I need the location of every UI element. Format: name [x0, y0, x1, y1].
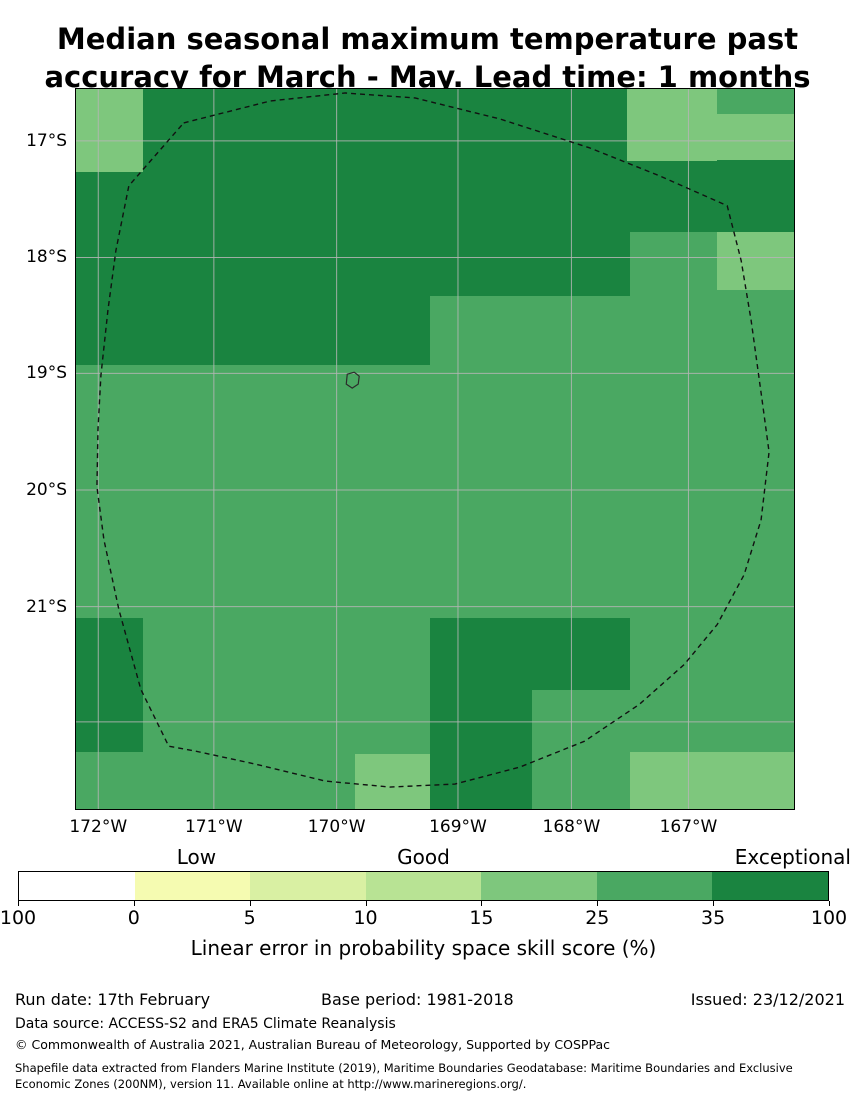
map-area: 17°S 18°S 19°S 20°S 21°S 172°W 171°W 170°W 169°… — [26, 88, 795, 837]
lon-tick-label: 170°W — [307, 817, 366, 837]
legend-qualitative-labels: Low Good Exceptional — [18, 841, 851, 871]
map-cell — [629, 752, 794, 809]
map-cell — [717, 89, 794, 115]
colorbar-tickmark — [249, 901, 251, 906]
colorbar-tickmark — [365, 901, 367, 906]
page-title: Median seasonal maximum temperature past… — [0, 21, 855, 96]
map-cell — [429, 89, 630, 297]
colorbar-tickmark — [481, 901, 483, 906]
colorbar — [18, 871, 829, 901]
lat-tick-label: 20°S — [26, 480, 67, 501]
map-cell — [717, 232, 794, 290]
data-source-note: Data source: ACCESS-S2 and ERA5 Climate … — [15, 1016, 396, 1032]
map-overlay — [76, 89, 794, 809]
lat-tick-label: 21°S — [26, 596, 67, 617]
map-cell — [76, 618, 143, 753]
niue-island-outline — [345, 371, 360, 389]
colorbar-ticks: 100 0 5 10 15 25 35 100 — [0, 901, 847, 933]
colorbar-tickmark — [713, 901, 715, 906]
colorbar-tick-label: 100 — [0, 907, 37, 929]
eez-boundary — [96, 92, 770, 788]
lat-tick-label: 17°S — [26, 130, 67, 151]
colorbar-tick-label: 0 — [127, 907, 140, 929]
map-cell — [76, 89, 143, 172]
legend-label-good: Good — [397, 845, 450, 869]
colorbar-tick-label: 100 — [810, 907, 848, 929]
colorbar-caption: Linear error in probability space skill … — [190, 936, 657, 960]
map-cell — [531, 618, 630, 691]
legend-label-exceptional: Exceptional — [734, 845, 851, 869]
colorbar-tick-label: 15 — [469, 907, 494, 929]
colorbar-segment — [250, 872, 366, 900]
colorbar-tickmark — [829, 901, 830, 906]
title-line-1: Median seasonal maximum temperature past — [56, 22, 799, 57]
grid-layer — [76, 89, 794, 809]
issued-date: Issued: 23/12/2021 — [690, 990, 845, 1009]
lon-tick-label: 168°W — [542, 817, 601, 837]
lon-tick-label: 167°W — [659, 817, 718, 837]
map-cell — [355, 754, 430, 809]
footer: Run date: 17th February Base period: 198… — [15, 990, 845, 1092]
lon-tick-label: 169°W — [429, 817, 487, 837]
cell-layer — [76, 89, 794, 809]
colorbar-segment — [596, 872, 713, 900]
lon-tick-label: 171°W — [184, 817, 243, 837]
footer-row-dates: Run date: 17th February Base period: 198… — [15, 990, 845, 1014]
map-cell — [627, 89, 718, 161]
legend-label-low: Low — [176, 845, 217, 869]
colorbar-tick-label: 5 — [243, 907, 256, 929]
colorbar-segment — [365, 872, 482, 900]
colorbar-tick-label: 35 — [701, 907, 726, 929]
colorbar-segment — [712, 872, 829, 900]
colorbar-segment — [134, 872, 251, 900]
base-period: Base period: 1981-2018 — [321, 990, 514, 1009]
colorbar-legend: Low Good Exceptional 100 0 5 10 15 25 35 100 Li… — [0, 841, 851, 960]
colorbar-tickmark — [597, 901, 599, 906]
colorbar-segment — [481, 872, 597, 900]
lat-tick-label: 18°S — [26, 247, 67, 268]
colorbar-tickmark — [133, 901, 135, 906]
colorbar-segment — [19, 872, 135, 900]
colorbar-tick-label: 10 — [353, 907, 378, 929]
colorbar-tick-label: 25 — [585, 907, 610, 929]
lon-tick-label: 172°W — [69, 817, 128, 837]
colorbar-tickmark — [18, 901, 19, 906]
shapefile-note: Shapefile data extracted from Flanders M… — [15, 1061, 793, 1092]
copyright-note: © Commonwealth of Australia 2021, Austra… — [15, 1037, 610, 1052]
map-cell — [717, 114, 794, 161]
lat-tick-label: 19°S — [26, 363, 67, 384]
run-date: Run date: 17th February — [15, 990, 211, 1009]
